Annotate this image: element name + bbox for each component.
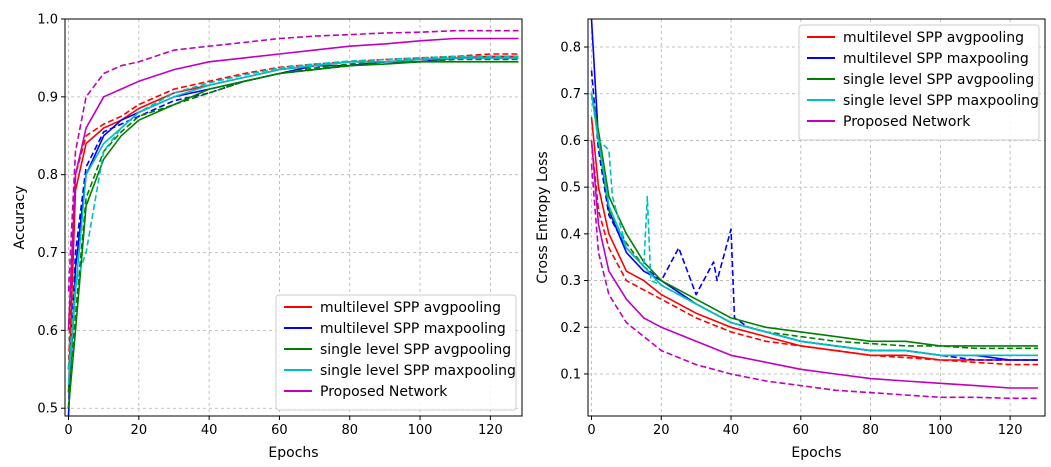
x-tick-label: 60 [271, 423, 288, 438]
series-line [590, 117, 1038, 361]
y-tick-label: 1.0 [37, 13, 58, 28]
x-tick-label: 20 [131, 423, 148, 438]
x-tick-label: 40 [201, 423, 218, 438]
series-group [590, 19, 1038, 400]
y-axis-label: Cross Entropy Loss [535, 151, 551, 283]
series-line [590, 140, 1038, 366]
legend-box [798, 24, 1040, 141]
x-tick-label: 0 [587, 423, 595, 438]
legend-label: single level SPP maxpooling [843, 93, 1039, 109]
x-tick-label: 120 [478, 423, 503, 438]
series-line [590, 140, 1038, 389]
legend-label: single level SPP avgpooling [320, 342, 511, 358]
y-axis-label: Accuracy [12, 186, 28, 250]
legend-label: single level SPP maxpooling [320, 363, 516, 379]
legend: multilevel SPP avgpooling multilevel SPP … [275, 294, 517, 411]
x-tick-label: 100 [928, 423, 953, 438]
series-group [67, 29, 519, 416]
y-tick-label: 0.7 [560, 87, 581, 102]
series-line [590, 163, 1038, 400]
x-axis-label: Epochs [791, 445, 841, 461]
x-axis-label: Epochs [268, 445, 318, 461]
series-line [67, 53, 519, 370]
series-line [67, 58, 519, 393]
series-line [67, 37, 519, 331]
series-line [67, 29, 519, 292]
y-tick-label: 0.7 [37, 246, 58, 261]
y-tick-label: 0.4 [560, 227, 581, 242]
series-line [67, 55, 519, 370]
x-tick-label: 120 [998, 423, 1023, 438]
y-tick-label: 0.9 [37, 90, 58, 105]
x-tick-label: 0 [64, 423, 72, 438]
loss-chart: 0 20 40 60 80 100 120 0.1 0.2 0.3 0.4 0.5 0.6 0.7 0.8 E… [535, 18, 1046, 461]
legend-label: multilevel SPP avgpooling [843, 30, 1024, 46]
legend-label: Proposed Network [320, 384, 448, 400]
x-tick-label: 80 [341, 423, 358, 438]
legend-label: multilevel SPP maxpooling [320, 321, 506, 337]
legend-box [275, 294, 517, 411]
y-tick-label: 0.5 [560, 181, 581, 196]
legend-label: Proposed Network [843, 114, 971, 130]
series-line [590, 93, 1038, 347]
series-line [590, 93, 1038, 357]
y-tick-label: 0.8 [560, 41, 581, 56]
y-tick-label: 0.8 [37, 168, 58, 183]
y-tick-label: 0.6 [37, 324, 58, 339]
plot-frame [587, 18, 1046, 417]
x-tick-label: 80 [862, 423, 879, 438]
legend: multilevel SPP avgpooling multilevel SPP … [798, 24, 1040, 141]
series-line [590, 70, 1038, 361]
legend-label: single level SPP avgpooling [843, 72, 1034, 88]
y-tick-label: 0.5 [37, 402, 58, 417]
x-tick-label: 40 [723, 423, 740, 438]
x-tick-label: 60 [793, 423, 810, 438]
x-tick-label: 20 [653, 423, 670, 438]
y-tick-label: 0.2 [560, 321, 581, 336]
x-tick-label: 100 [408, 423, 433, 438]
legend-label: multilevel SPP avgpooling [320, 300, 501, 316]
accuracy-chart: 0 20 40 60 80 100 120 0.5 0.6 0.7 0.8 0.9 1.0 Epochs A… [12, 13, 523, 461]
y-tick-label: 0.6 [560, 134, 581, 149]
plot-frame [64, 18, 523, 417]
y-tick-label: 0.1 [560, 367, 581, 382]
series-line [67, 57, 519, 385]
y-tick-label: 0.3 [560, 274, 581, 289]
legend-label: multilevel SPP maxpooling [843, 51, 1029, 67]
